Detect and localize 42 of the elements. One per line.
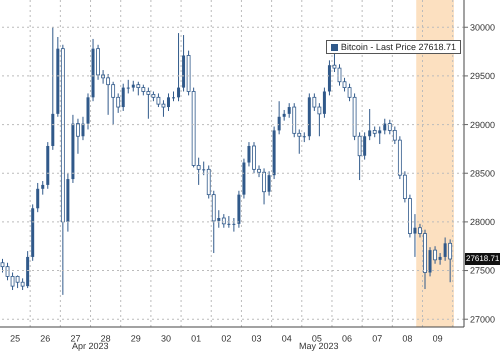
x-tick-label: 03 xyxy=(252,333,262,344)
candlestick xyxy=(36,182,40,213)
x-tick-label: 08 xyxy=(402,333,412,344)
candlestick xyxy=(126,79,130,94)
y-tick-label: 30000 xyxy=(470,22,496,32)
candlestick xyxy=(372,126,377,138)
candlestick xyxy=(177,32,180,102)
candlestick xyxy=(41,180,44,196)
x-tick-label: 04 xyxy=(282,333,292,344)
text: 27618.71 xyxy=(465,253,500,265)
x-tick-label: 26 xyxy=(40,333,50,344)
x-tick-label: 27 xyxy=(70,333,80,344)
candlestick xyxy=(368,108,372,141)
x-tick-label: 25 xyxy=(10,333,20,344)
x-tick-label: 28 xyxy=(100,333,111,344)
x-tick-label: 01 xyxy=(191,333,202,344)
y-tick-label: 29000 xyxy=(470,120,496,130)
candlestick xyxy=(278,100,281,135)
candlestick xyxy=(232,218,236,232)
x-tick-label: 05 xyxy=(312,333,322,344)
candlestick xyxy=(444,236,447,262)
y-tick-label: 27000 xyxy=(470,314,496,324)
candlestick xyxy=(202,161,206,176)
text: Apr 2023 xyxy=(72,341,109,351)
x-tick-label: 07 xyxy=(372,333,382,344)
y-tick-label: 28500 xyxy=(470,168,496,178)
legend-label: Bitcoin - Last Price 27618.71 xyxy=(340,42,456,52)
candlestick xyxy=(172,90,176,102)
candlestick xyxy=(227,216,230,228)
x-tick-label: 06 xyxy=(342,333,352,344)
candlestick xyxy=(282,109,286,122)
candlestick xyxy=(288,102,291,118)
x-tick-label: 02 xyxy=(221,333,232,344)
candlestick xyxy=(302,132,306,143)
x-tick-label: 30 xyxy=(160,333,171,344)
y-tick-label: 29500 xyxy=(470,71,496,82)
text: May 2023 xyxy=(299,341,339,351)
candlestick xyxy=(448,238,452,283)
x-tick-label: 09 xyxy=(432,333,443,344)
y-tick-label: 27500 xyxy=(470,266,496,276)
x-tick-label: 29 xyxy=(130,333,141,344)
y-tick-label: 28000 xyxy=(470,217,496,228)
